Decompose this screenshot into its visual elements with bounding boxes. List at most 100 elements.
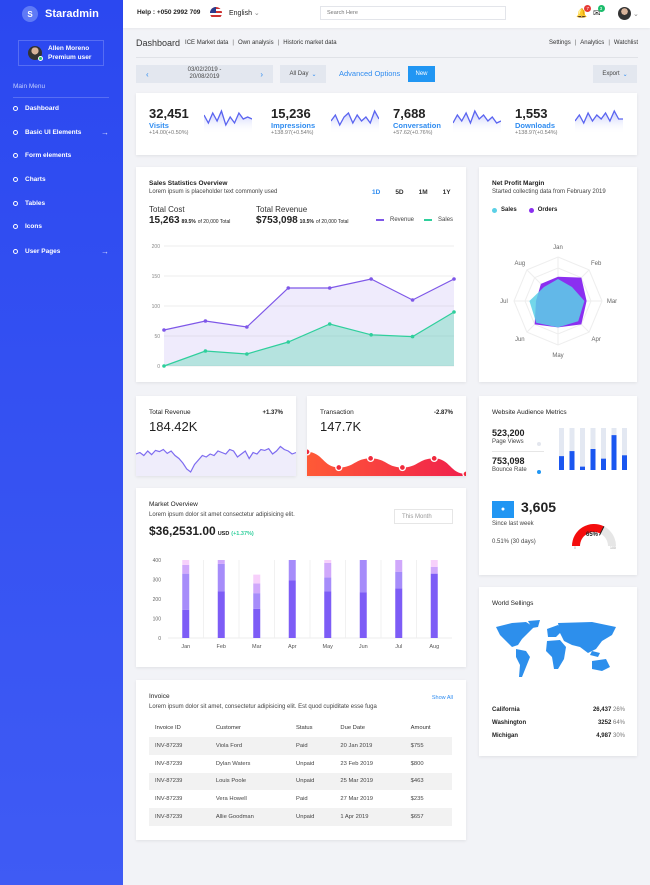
revenue-point: [162, 328, 166, 332]
link-own-analysis[interactable]: Own analysis: [237, 40, 274, 46]
us-flag-icon: [210, 7, 222, 19]
radar-label: Jan: [553, 245, 563, 251]
period-select[interactable]: This Month: [394, 509, 453, 524]
radar-label: Aug: [514, 261, 525, 267]
revenue-point: [203, 319, 208, 323]
table-cell: Unpaid: [290, 808, 335, 826]
revenue-area: [164, 279, 454, 366]
range-1d[interactable]: 1D: [372, 189, 381, 196]
sidebar-item-label: Basic UI Elements: [25, 129, 82, 136]
north-america: [496, 622, 534, 647]
link-ice-market[interactable]: ICE Market data: [185, 40, 229, 46]
link-historic[interactable]: Historic market data: [283, 40, 337, 46]
sidebar-item-charts[interactable]: Charts: [13, 176, 109, 183]
sidebar-item-dashboard[interactable]: Dashboard: [13, 105, 109, 112]
table-row[interactable]: INV-87239 Allie Goodman Unpaid 1 Apr 2019 $6…: [149, 808, 452, 826]
advanced-options-link[interactable]: Advanced Options: [339, 69, 401, 78]
table-cell: Unpaid: [296, 760, 315, 767]
audience-bar: [590, 449, 596, 470]
total-revenue-card: Total Revenue +1.37% 184.42K: [136, 396, 296, 476]
range-1y[interactable]: 1Y: [442, 189, 451, 196]
sales-point: [203, 349, 208, 353]
sidebar-item-icons[interactable]: Icons: [13, 223, 109, 230]
card-subtitle: Started collecting data from February 20…: [492, 189, 606, 195]
sidebar-item-basic-ui-elements[interactable]: Basic UI Elements →: [13, 128, 109, 137]
count: 3,605: [521, 499, 557, 515]
link-settings[interactable]: Settings: [549, 40, 571, 46]
export-button[interactable]: Export ⌄: [593, 65, 637, 83]
notifications-button[interactable]: 🔔 7: [576, 5, 592, 19]
brand-logo[interactable]: S Staradmin: [22, 6, 99, 22]
messages-button[interactable]: ✉ 3: [593, 5, 605, 19]
table-row[interactable]: INV-87239 Vera Howell Paid 27 Mar 2019 $235: [149, 790, 452, 808]
market-bar-jan: [182, 573, 190, 610]
user-menu[interactable]: ⌄: [618, 7, 639, 20]
x-tick-label: Feb: [217, 644, 226, 650]
language-select[interactable]: English ⌄: [229, 9, 260, 17]
sparkline-area: [331, 111, 379, 134]
user-role: Premium user: [48, 54, 92, 61]
legend-dot-sales: [492, 207, 497, 213]
divider: [13, 97, 109, 98]
stat-sparkline: [204, 109, 252, 134]
stat-value: 7,688: [393, 106, 426, 121]
show-all-link[interactable]: Show All: [431, 695, 453, 701]
stat-sparkline: [331, 109, 379, 134]
link-analytics[interactable]: Analytics: [580, 40, 605, 46]
market-bar-chart: 0 100 200 300 400 Jan Feb Mar Apr May Jun Jul Aug: [153, 558, 452, 650]
stat-conversation: 7,688 Conversation +57.62(+0.76%): [393, 106, 508, 146]
audience-bar: [580, 466, 585, 470]
date-range: 03/02/2019 - 20/08/2019: [187, 67, 222, 80]
market-bar-apr: [288, 580, 296, 638]
bar-track: [569, 428, 575, 470]
stat-sparkline: [453, 109, 501, 134]
bounce-dot: [537, 470, 541, 474]
sidebar-item-label: User Pages: [25, 248, 61, 255]
table-row[interactable]: INV-87239 Viola Ford Paid 20 Jan 2019 $755: [149, 737, 452, 755]
stat-label[interactable]: Impressions: [271, 121, 316, 130]
chevron-down-icon: ⌄: [633, 10, 639, 18]
market-bar-mar: [253, 574, 261, 584]
date-range-picker[interactable]: ‹ 03/02/2019 - 20/08/2019 ›: [136, 65, 273, 83]
location-stats: 4,987 30%: [596, 733, 625, 739]
legend-dot-orders: [528, 207, 534, 213]
arrow-right-icon: →: [101, 247, 109, 256]
table-cell: Louis Poole: [209, 772, 291, 791]
chevron-down-icon: ⌄: [622, 71, 628, 78]
range-5d[interactable]: 5D: [395, 189, 404, 196]
prev-icon[interactable]: ‹: [146, 69, 149, 79]
sidebar-item-form-elements[interactable]: Form elements: [13, 152, 109, 159]
search-input[interactable]: [320, 6, 506, 20]
stat-label[interactable]: Visits: [149, 121, 169, 130]
x-tick-label: Jun: [359, 644, 368, 650]
column-header: Customer: [215, 725, 241, 731]
link-watchlist[interactable]: Watchlist: [613, 40, 638, 46]
circle-icon: [13, 130, 18, 135]
bar-track: [622, 428, 627, 470]
gauge-needle: [599, 526, 605, 536]
market-bar-jan: [182, 609, 190, 638]
bar-track: [580, 428, 585, 470]
stat-downloads: 1,553 Downloads +138.97(+0.54%): [515, 106, 630, 146]
period-select[interactable]: All Day ⌄: [280, 65, 326, 83]
location-name: California: [492, 707, 520, 713]
user-profile[interactable]: Allen Moreno Premium user: [18, 40, 104, 66]
market-bar-may: [324, 591, 332, 638]
indonesia: [590, 651, 600, 657]
new-button[interactable]: New: [408, 66, 435, 82]
stat-change: +57.62(+0.76%): [393, 130, 433, 136]
table-row[interactable]: INV-87239 Dylan Waters Unpaid 23 Feb 2019 $8…: [149, 755, 452, 773]
sidebar-item-tables[interactable]: Tables: [13, 200, 109, 207]
next-icon[interactable]: ›: [260, 69, 263, 79]
stat-label[interactable]: Downloads: [515, 121, 556, 130]
revenue-pct: 10.5%: [299, 219, 314, 225]
table-row[interactable]: INV-87239 Louis Poole Unpaid 25 Mar 2019 $46…: [149, 772, 452, 791]
legend-swatch-revenue: [376, 219, 384, 221]
stat-label[interactable]: Conversation: [393, 121, 441, 130]
sidebar-item-user-pages[interactable]: User Pages →: [13, 247, 109, 256]
sales-line: [163, 311, 455, 367]
circle-icon: [13, 249, 18, 254]
market-bar-jun: [359, 560, 367, 593]
range-1m[interactable]: 1M: [418, 189, 428, 196]
table-cell: INV-87239: [155, 796, 183, 803]
